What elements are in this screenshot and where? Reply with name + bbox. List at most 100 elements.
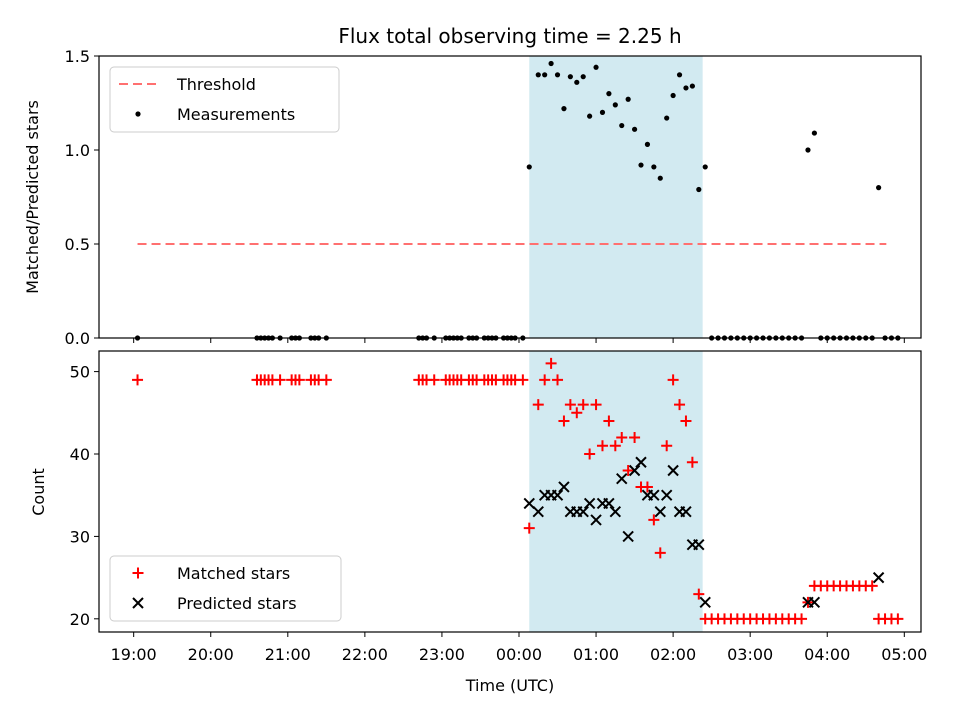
top-y-tick-label: 1.5 xyxy=(65,47,90,66)
matched-stars-point xyxy=(609,440,621,452)
predicted-stars-point xyxy=(648,489,660,501)
matched-stars-point xyxy=(564,399,576,411)
bottom-y-tick-label: 40 xyxy=(70,445,90,464)
measurements-point xyxy=(599,109,606,115)
measurements-point xyxy=(593,64,599,70)
predicted-stars-point xyxy=(635,456,647,468)
measurements-point xyxy=(606,91,612,97)
predicted-stars-point xyxy=(680,505,692,518)
matched-stars-point xyxy=(571,407,583,419)
x-tick-label: 00:00 xyxy=(496,645,542,664)
matched-stars-point xyxy=(693,588,705,600)
measurements-point xyxy=(587,113,593,119)
measurements-point xyxy=(542,72,548,78)
measurements-point xyxy=(670,92,676,99)
top-plot-frame xyxy=(98,55,922,339)
predicted-stars-point xyxy=(603,497,615,510)
x-tick-label: 22:00 xyxy=(342,645,388,664)
matched-stars-point xyxy=(523,522,535,534)
measurements-point xyxy=(631,126,638,132)
measurements-point xyxy=(548,60,554,67)
matched-stars-point xyxy=(866,580,878,592)
observing-window-shade xyxy=(529,56,703,338)
matched-stars-point xyxy=(622,464,634,476)
measurements-point xyxy=(805,147,811,153)
matched-stars-point xyxy=(320,374,332,386)
legend-label: Threshold xyxy=(176,75,256,94)
x-tick-label: 01:00 xyxy=(573,645,619,664)
x-tick-label: 03:00 xyxy=(727,645,773,664)
predicted-stars-point xyxy=(590,514,602,526)
predicted-stars-point xyxy=(523,497,535,510)
x-tick-label: 04:00 xyxy=(804,645,850,664)
bottom-panel: 20 30 40 50 19:00 20:00 21:00 22:00 23:00 00:00 01… xyxy=(70,350,927,664)
matched-stars-point xyxy=(654,547,666,559)
matched-stars-point xyxy=(545,357,557,369)
measurements-point xyxy=(683,85,689,91)
measurements-point xyxy=(619,122,625,129)
matched-stars-legend-swatch xyxy=(132,567,144,579)
predicted-stars-point xyxy=(654,505,666,518)
predicted-stars-point xyxy=(609,505,622,518)
x-tick-label: 21:00 xyxy=(265,645,311,664)
predicted-stars-point xyxy=(622,530,634,543)
bottom-y-tick-label: 20 xyxy=(70,610,90,629)
predicted-stars-point xyxy=(551,489,564,501)
matched-stars-point xyxy=(274,374,286,386)
bottom-y-tick-label: 50 xyxy=(70,363,90,382)
legend-label: Measurements xyxy=(177,105,295,124)
predicted-stars-point xyxy=(577,505,589,518)
predicted-stars-point xyxy=(667,464,679,477)
x-tick-label: 05:00 xyxy=(881,645,927,664)
legend-label: Matched stars xyxy=(177,564,290,583)
x-tick-label: 19:00 xyxy=(111,645,157,664)
matched-stars-point xyxy=(517,374,529,386)
measurements-point xyxy=(651,164,657,170)
predicted-stars-point xyxy=(583,497,596,510)
matched-stars-point xyxy=(590,399,602,411)
observing-window-shade xyxy=(529,351,703,632)
matched-stars-point xyxy=(667,374,679,386)
matched-stars-point xyxy=(132,374,144,386)
bottom-legend: Matched stars Predicted stars xyxy=(109,555,342,622)
x-tick-label: 23:00 xyxy=(419,645,465,664)
predicted-stars-point xyxy=(616,473,628,485)
x-tick-label: 02:00 xyxy=(650,645,696,664)
measurements-point xyxy=(561,106,567,112)
matched-stars-point xyxy=(686,456,698,468)
x-tick-label: 20:00 xyxy=(188,645,234,664)
predicted-stars-legend-swatch xyxy=(132,597,144,609)
top-y-tick-label: 0.0 xyxy=(65,329,90,348)
matched-stars-point xyxy=(596,440,608,452)
measurements-point xyxy=(811,130,817,136)
matched-stars-point xyxy=(558,415,570,427)
x-axis-label: Time (UTC) xyxy=(465,676,554,695)
measurements-point xyxy=(535,72,541,78)
matched-stars-point xyxy=(532,399,544,411)
measurements-point xyxy=(689,83,695,89)
matched-stars-point xyxy=(552,374,564,386)
matched-stars-point xyxy=(661,440,673,452)
measurements-point xyxy=(876,185,882,191)
matched-stars-point xyxy=(428,374,440,386)
predicted-stars-point xyxy=(628,464,641,477)
chart-title: Flux total observing time = 2.25 h xyxy=(338,24,681,48)
measurements-point xyxy=(612,102,618,108)
measurements-point xyxy=(638,162,644,168)
bottom-y-axis-label: Count xyxy=(29,468,48,516)
matched-stars-point xyxy=(603,415,615,427)
matched-stars-point xyxy=(796,613,808,625)
top-y-axis-label: Matched/Predicted stars xyxy=(23,100,42,294)
bottom-legend-box xyxy=(109,555,342,622)
measurements-point xyxy=(567,74,573,80)
predicted-stars-point xyxy=(693,538,705,551)
top-legend: Threshold Measurements xyxy=(109,66,340,133)
bottom-plot-frame xyxy=(98,350,922,633)
measurements-point xyxy=(580,74,586,80)
matched-stars-point xyxy=(616,432,628,444)
measurements-point xyxy=(664,115,670,121)
matched-stars-point xyxy=(892,613,904,625)
predicted-stars-point xyxy=(660,489,673,501)
bottom-y-tick-label: 30 xyxy=(70,527,90,546)
matched-stars-point xyxy=(680,415,692,427)
